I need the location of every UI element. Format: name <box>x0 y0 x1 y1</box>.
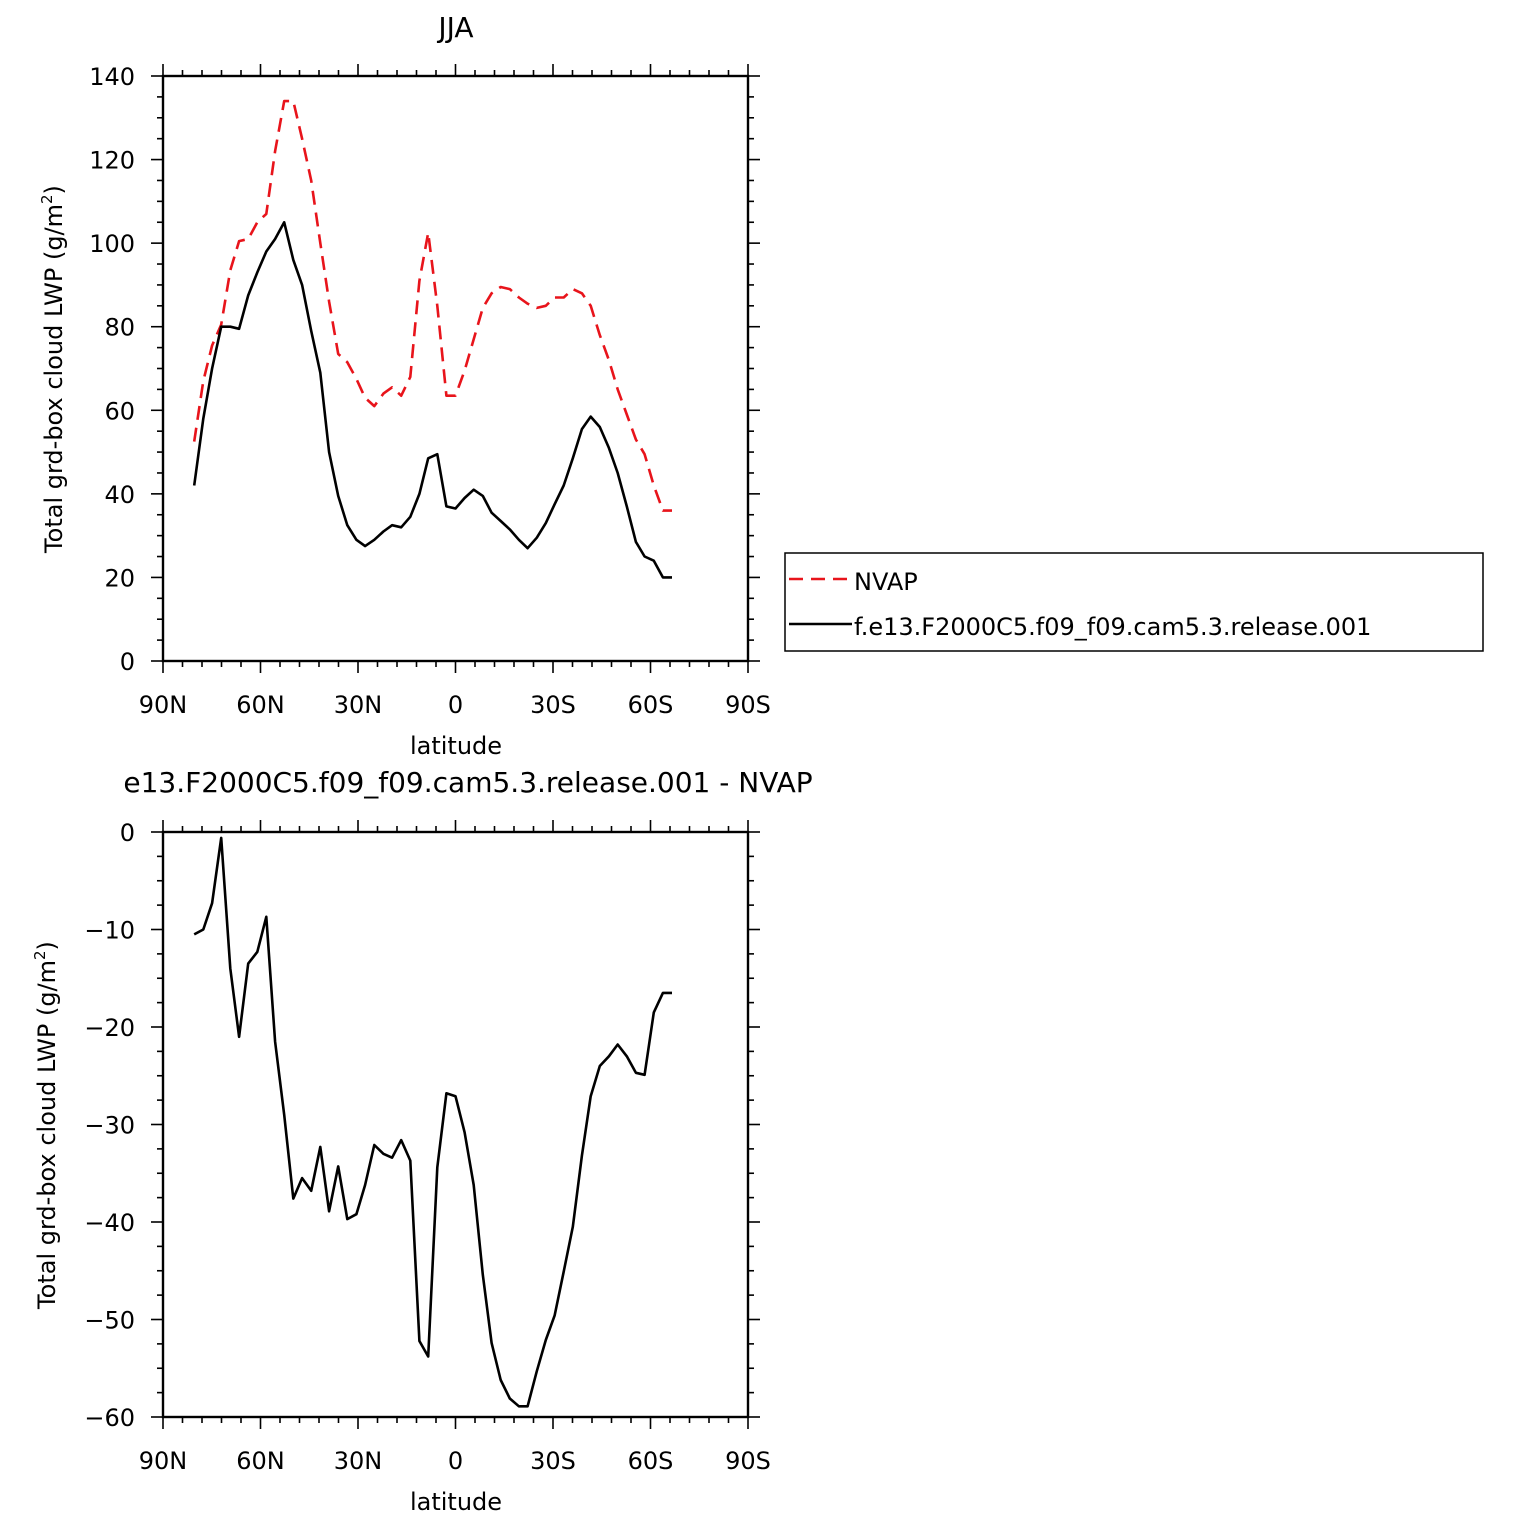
top-chart-title: JJA <box>436 11 473 44</box>
bottom-y-tick-label: −50 <box>84 1307 135 1335</box>
bottom-y-tick-label: −40 <box>84 1209 135 1237</box>
top-series-line-1 <box>192 221 672 579</box>
bottom-x-tick-label: 0 <box>448 1447 463 1475</box>
bottom-series-lines <box>193 836 672 1408</box>
top-x-tick-label: 90N <box>139 691 188 719</box>
bottom-plot-frame <box>161 830 750 1419</box>
legend: NVAP f.e13.F2000C5.f09_f09.cam5.3.releas… <box>784 552 1484 652</box>
top-x-axis-label: latitude <box>410 732 502 760</box>
bottom-y-tick-label: −60 <box>84 1404 135 1432</box>
top-x-tick-label: 0 <box>448 691 463 719</box>
top-x-tick-label: 30N <box>334 691 383 719</box>
top-x-tick-label: 90S <box>725 691 771 719</box>
bottom-x-tick-label: 60N <box>236 1447 285 1475</box>
top-x-tick-label: 30S <box>530 691 576 719</box>
bottom-x-tick-label: 90S <box>725 1447 771 1475</box>
top-series-lines <box>192 99 672 579</box>
bottom-y-tick-label: −10 <box>84 917 135 945</box>
bottom-y-tick-label: −30 <box>84 1112 135 1140</box>
bottom-x-tick-label: 30S <box>530 1447 576 1475</box>
legend-box <box>784 552 1484 652</box>
bottom-x-tick-label: 90N <box>139 1447 188 1475</box>
bottom-chart-title: e13.F2000C5.f09_f09.cam5.3.release.001 -… <box>123 766 812 799</box>
top-y-tick-label: 0 <box>120 648 135 676</box>
bottom-x-axis-label: latitude <box>410 1488 502 1516</box>
bottom-y-axis-label: Total grd-box cloud LWP (g/m2) <box>31 941 61 1310</box>
top-series-line-0 <box>192 99 672 512</box>
bottom-panel: e13.F2000C5.f09_f09.cam5.3.release.001 -… <box>31 766 813 1516</box>
bottom-y-tick-label: −20 <box>84 1014 135 1042</box>
bottom-series-line-0 <box>193 836 672 1408</box>
legend-label-nvap: NVAP <box>854 568 918 596</box>
top-x-tick-label: 60N <box>236 691 285 719</box>
top-y-axis-label: Total grd-box cloud LWP (g/m2) <box>38 185 68 554</box>
top-y-tick-label: 40 <box>104 481 135 509</box>
top-axes: 90N 60N 30N 0 30S 60S 90S 0 20 40 60 80 100 120 140 <box>89 63 771 719</box>
bottom-x-tick-label: 30N <box>334 1447 383 1475</box>
bottom-y-tick-label: 0 <box>120 819 135 847</box>
top-y-tick-label: 100 <box>89 230 135 258</box>
top-y-tick-label: 120 <box>89 147 135 175</box>
top-y-tick-label: 20 <box>104 564 135 592</box>
bottom-x-tick-label: 60S <box>628 1447 674 1475</box>
top-y-tick-label: 80 <box>104 314 135 342</box>
top-x-tick-label: 60S <box>628 691 674 719</box>
legend-label-model: f.e13.F2000C5.f09_f09.cam5.3.release.001 <box>854 613 1371 641</box>
top-y-tick-label: 140 <box>89 63 135 91</box>
top-panel: JJA 90N 60N 30N 0 30S 60S 90S 0 20 40 60 80 100 120 14… <box>38 11 771 760</box>
bottom-axes: 90N 60N 30N 0 30S 60S 90S −60 −50 −40 −30 −20 −10 0 <box>84 819 771 1475</box>
top-y-tick-label: 60 <box>104 397 135 425</box>
